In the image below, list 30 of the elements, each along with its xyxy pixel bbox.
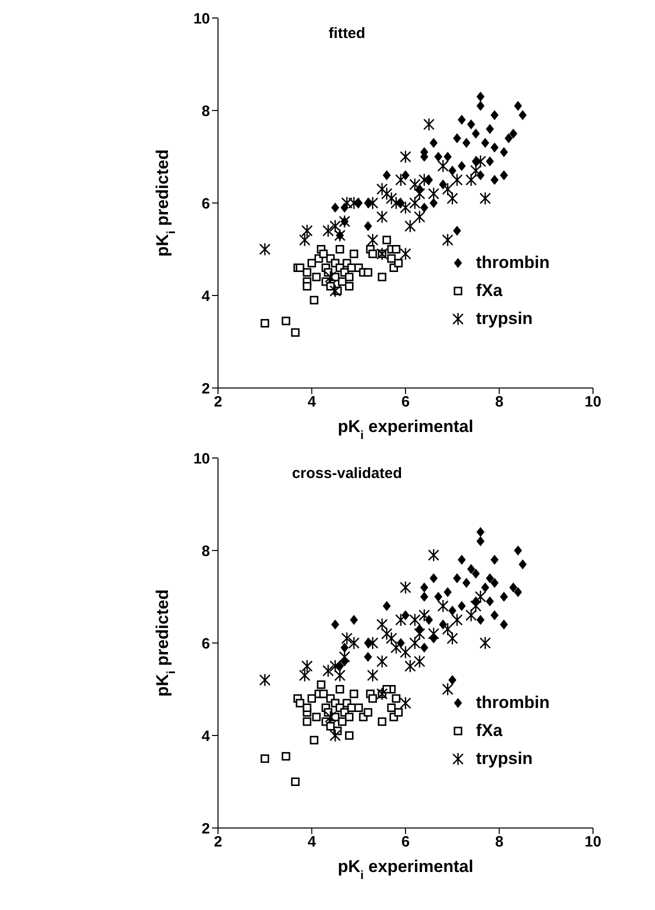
text: cross-validated — [292, 465, 402, 482]
x-axis-title: pK$_{i}$ experimental — [338, 857, 474, 882]
y-tick-label: 6 — [202, 195, 210, 212]
legend-label: trypsin — [476, 309, 533, 329]
y-tick-label: 4 — [202, 728, 211, 745]
legend-label: fXa — [476, 281, 502, 301]
y-tick-label: 10 — [193, 10, 210, 28]
x-tick-label: 2 — [214, 394, 222, 411]
y-tick-label: 2 — [202, 820, 210, 838]
x-tick-label: 4 — [308, 834, 317, 851]
x-tick-label: 10 — [584, 834, 602, 851]
x-axis-title: pK$_{i}$ experimental — [338, 417, 474, 442]
legend-label: trypsin — [476, 749, 533, 769]
y-tick-label: 6 — [202, 635, 210, 652]
y-tick-label: 8 — [202, 102, 210, 120]
x-tick-label: 6 — [401, 394, 410, 411]
x-tick-label: 4 — [308, 394, 317, 411]
y-tick-label: 8 — [202, 542, 210, 560]
legend-label: fXa — [476, 721, 502, 741]
text: fitted — [328, 25, 366, 42]
x-tick-label: 6 — [401, 834, 410, 851]
legend-label: thrombin — [476, 693, 550, 713]
legend-label: thrombin — [476, 253, 550, 273]
x-tick-label: 8 — [495, 394, 504, 411]
y-tick-label: 10 — [193, 450, 210, 468]
y-tick-label: 2 — [202, 380, 210, 398]
x-tick-label: 8 — [495, 834, 504, 851]
x-tick-label: 2 — [214, 834, 222, 851]
y-tick-label: 4 — [202, 288, 211, 305]
x-tick-label: 10 — [584, 394, 602, 411]
